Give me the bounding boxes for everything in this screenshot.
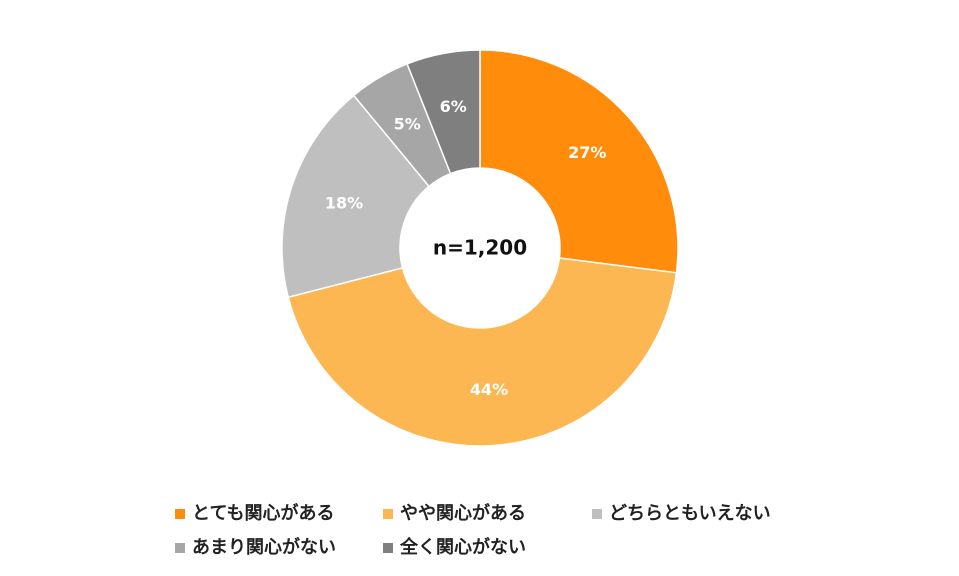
legend-swatch xyxy=(175,509,185,519)
donut-segment xyxy=(479,49,679,274)
legend-swatch xyxy=(592,509,602,519)
value-label: 5% xyxy=(394,114,421,133)
legend-swatch xyxy=(383,543,393,553)
value-label: 44% xyxy=(470,380,508,399)
legend-label: あまり関心がない xyxy=(192,536,336,558)
value-label: 6% xyxy=(440,97,467,116)
donut-segment xyxy=(281,94,431,299)
legend-label: 全く関心がない xyxy=(399,536,526,558)
donut-segment xyxy=(287,257,678,447)
value-label: 27% xyxy=(568,143,606,162)
legend-label: とても関心がある xyxy=(192,502,335,524)
legend-swatch xyxy=(175,543,185,553)
legend-swatch xyxy=(383,509,393,519)
donut-segment xyxy=(406,49,481,175)
value-label: 18% xyxy=(325,193,363,212)
center-label: n=1,200 xyxy=(433,236,527,260)
legend-label: やや関心がある xyxy=(400,502,526,524)
legend-label: どちらともいえない xyxy=(609,503,771,524)
